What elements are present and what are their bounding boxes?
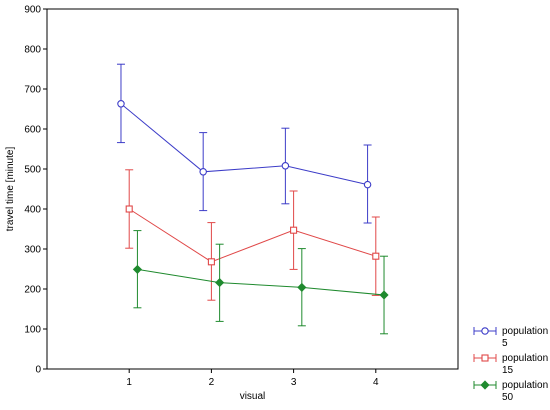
y-tick-label: 200 [24,285,41,296]
series-1 [116,63,372,224]
y-tick-label: 900 [24,5,41,16]
series-3 [132,230,389,335]
legend-label: 50 [502,392,514,403]
y-tick-label: 600 [24,125,41,136]
legend-label: 15 [502,365,514,376]
data-point [215,278,225,288]
y-tick-label: 700 [24,85,41,96]
legend-marker [481,354,489,362]
series-line [120,103,368,186]
y-tick-label: 800 [24,45,41,56]
series-line [128,208,376,263]
y-tick-label: 500 [24,165,41,176]
y-tick-label: 0 [35,365,41,376]
x-axis-title: visual [240,391,266,402]
data-point [372,252,380,260]
data-point [379,290,389,300]
legend-marker [481,327,489,335]
legend-label: population [502,353,548,364]
data-point [297,282,307,292]
x-tick-label: 1 [126,377,132,388]
y-tick-label: 300 [24,245,41,256]
x-tick-label: 2 [209,377,215,388]
x-tick-label: 4 [373,377,379,388]
y-axis-title: travel time [minute] [5,147,16,232]
y-tick-label: 400 [24,205,41,216]
y-axis: 0 100 200 300 400 500 600 700 800 900 [24,5,47,376]
legend-marker [480,380,490,390]
data-point [132,264,142,274]
data-point [207,258,215,266]
series-line [137,268,385,296]
plot-frame [46,8,459,370]
series-2 [125,169,380,301]
data-point [125,205,133,213]
x-tick-label: 3 [291,377,297,388]
legend-label: population [502,326,548,337]
data-point [117,100,125,108]
series-layer [116,63,389,335]
data-point [363,180,372,189]
data-point [290,226,298,234]
legend-label: 5 [502,338,508,349]
legend-label: population [502,380,548,391]
data-point [281,162,290,170]
data-point [199,168,207,176]
x-axis: 1 2 3 4 [126,369,379,388]
y-tick-label: 100 [24,325,41,336]
